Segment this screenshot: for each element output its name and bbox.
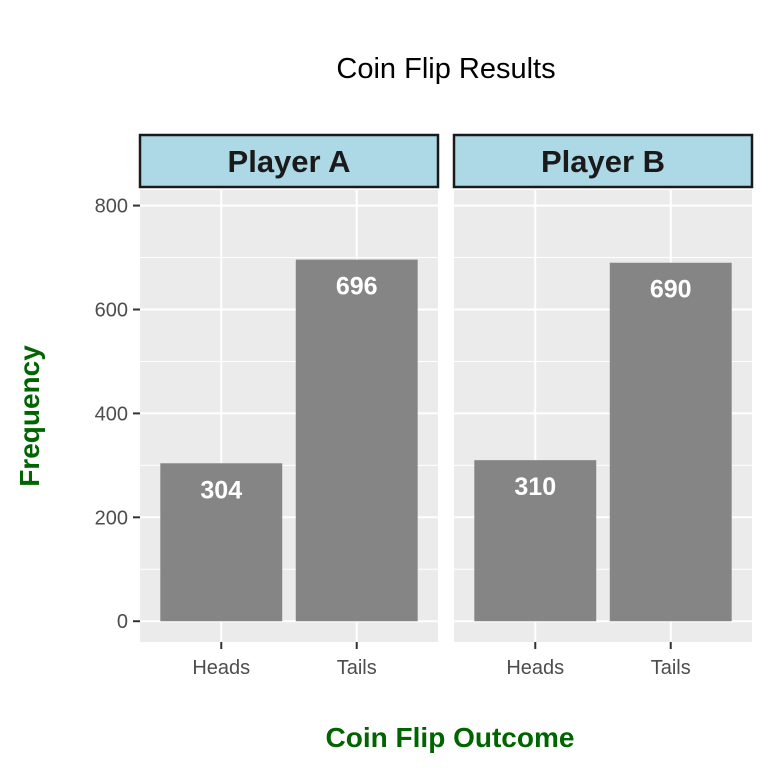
bar-value-label: 310 xyxy=(514,473,556,501)
y-axis-title: Frequency xyxy=(14,345,45,487)
x-tick-label: Tails xyxy=(337,657,377,679)
bar-tails xyxy=(609,262,732,622)
y-tick-label: 400 xyxy=(95,403,128,425)
bar-value-label: 696 xyxy=(336,273,378,301)
facet-strip xyxy=(452,133,754,189)
facet-panels: 304 696 Heads Tails Player A 310 690 Heads Tails… xyxy=(138,133,754,679)
facet-strip xyxy=(138,133,440,189)
bar-value-label: 304 xyxy=(200,476,242,504)
y-tick-label: 600 xyxy=(95,299,128,321)
x-tick-label: Heads xyxy=(506,657,564,679)
y-axis: 0 200 400 600 800 xyxy=(95,196,140,633)
facet-strip-label: Player A xyxy=(228,144,351,179)
x-axis-title: Coin Flip Outcome xyxy=(326,722,575,753)
chart-title: Coin Flip Results xyxy=(336,53,555,85)
y-tick-label: 0 xyxy=(117,611,128,633)
x-tick-label: Tails xyxy=(651,657,691,679)
bar-value-label: 690 xyxy=(650,276,692,304)
y-tick-label: 200 xyxy=(95,507,128,529)
x-tick-label: Heads xyxy=(192,657,250,679)
facet-panel: 304 696 Heads Tails Player A xyxy=(138,133,440,679)
facet-strip-label: Player B xyxy=(541,144,665,179)
bar-tails xyxy=(295,259,418,622)
bar-heads xyxy=(474,460,597,622)
bar-heads xyxy=(160,463,283,622)
y-tick-label: 800 xyxy=(95,196,128,218)
facet-panel: 310 690 Heads Tails Player B xyxy=(452,133,754,679)
